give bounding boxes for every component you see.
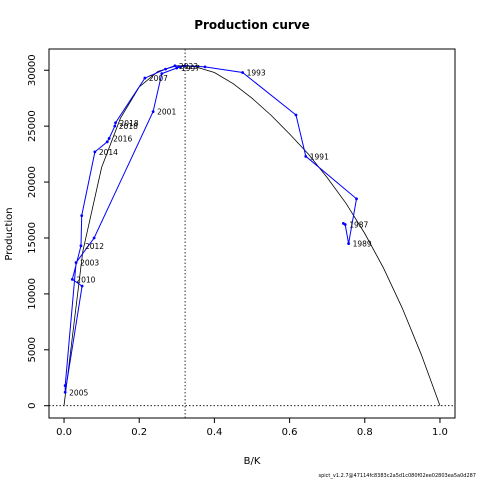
year-label: 1989 — [353, 240, 372, 249]
series-line — [64, 65, 358, 393]
data-point — [93, 150, 97, 154]
year-label: 2010 — [76, 275, 95, 284]
y-tick-label: 30000 — [27, 54, 38, 86]
data-point — [105, 140, 109, 144]
x-tick-label: 0.6 — [282, 427, 298, 438]
data-point — [304, 154, 308, 158]
reference-lines — [49, 49, 455, 418]
axes: 0.0 0.2 0.4 0.6 0.8 1.0 0 5000 10000 15000 20000 25… — [27, 54, 448, 438]
data-point — [355, 197, 358, 201]
year-label: 1993 — [247, 68, 266, 77]
year-label: 1991 — [310, 152, 329, 161]
data-point — [114, 121, 117, 125]
x-tick-label: 0.8 — [357, 427, 373, 438]
y-tick-label: 25000 — [27, 110, 38, 142]
data-point — [173, 64, 177, 68]
data-point — [164, 67, 167, 71]
year-label: 2001 — [157, 108, 176, 117]
data-point — [113, 124, 117, 128]
year-label: 1997 — [181, 64, 200, 73]
x-tick-label: 0.4 — [206, 427, 222, 438]
footer-version: spict_v1.2.7@47114fc8383c2a5d1c080f02ee0… — [319, 473, 477, 479]
data-point — [347, 242, 351, 245]
data-point — [241, 71, 245, 74]
x-tick-label: 0.2 — [131, 427, 147, 438]
year-label: 2016 — [113, 134, 132, 143]
data-point — [203, 65, 207, 69]
y-tick-label: 20000 — [27, 166, 38, 198]
data-point — [179, 65, 182, 69]
chart-title: Production curve — [194, 18, 310, 32]
data-point — [160, 72, 164, 75]
data-point — [79, 244, 83, 248]
data-point — [63, 390, 67, 394]
x-tick-label: 0.0 — [56, 427, 72, 438]
production-curve-line — [63, 65, 441, 406]
data-point — [183, 64, 187, 68]
data-point — [294, 113, 298, 117]
year-label: 2018 — [120, 119, 139, 128]
y-tick-label: 15000 — [27, 222, 38, 254]
data-point — [92, 236, 96, 240]
data-point — [70, 277, 74, 281]
y-tick-label: 5000 — [27, 337, 38, 362]
data-point — [63, 384, 67, 387]
plot-frame — [48, 48, 456, 419]
year-label: 2005 — [69, 388, 88, 397]
year-label: 1987 — [349, 221, 368, 230]
year-label: 2023 — [179, 62, 198, 71]
year-label: 2018 — [119, 122, 138, 131]
year-label: 2012 — [85, 242, 104, 251]
data-point — [343, 223, 347, 226]
data-point — [80, 284, 84, 288]
data-point — [80, 214, 84, 218]
year-label: 2003 — [80, 259, 99, 268]
production-curve — [63, 65, 441, 406]
data-point — [151, 110, 155, 114]
y-tick-label: 0 — [27, 403, 38, 409]
data-point — [107, 137, 111, 140]
data-point — [74, 261, 78, 264]
x-tick-label: 1.0 — [432, 427, 448, 438]
year-label: 2007 — [149, 74, 168, 83]
year-label: 2014 — [99, 148, 118, 157]
data-point — [143, 76, 147, 80]
y-axis-label: Production — [4, 207, 15, 260]
observed-series — [63, 64, 358, 394]
year-labels: 1987 1989 1991 1993 1997 2001 2003 2005 2010 2012… — [69, 62, 372, 398]
data-point — [175, 66, 179, 70]
y-tick-label: 10000 — [27, 278, 38, 310]
x-axis-label: B/K — [244, 456, 261, 467]
